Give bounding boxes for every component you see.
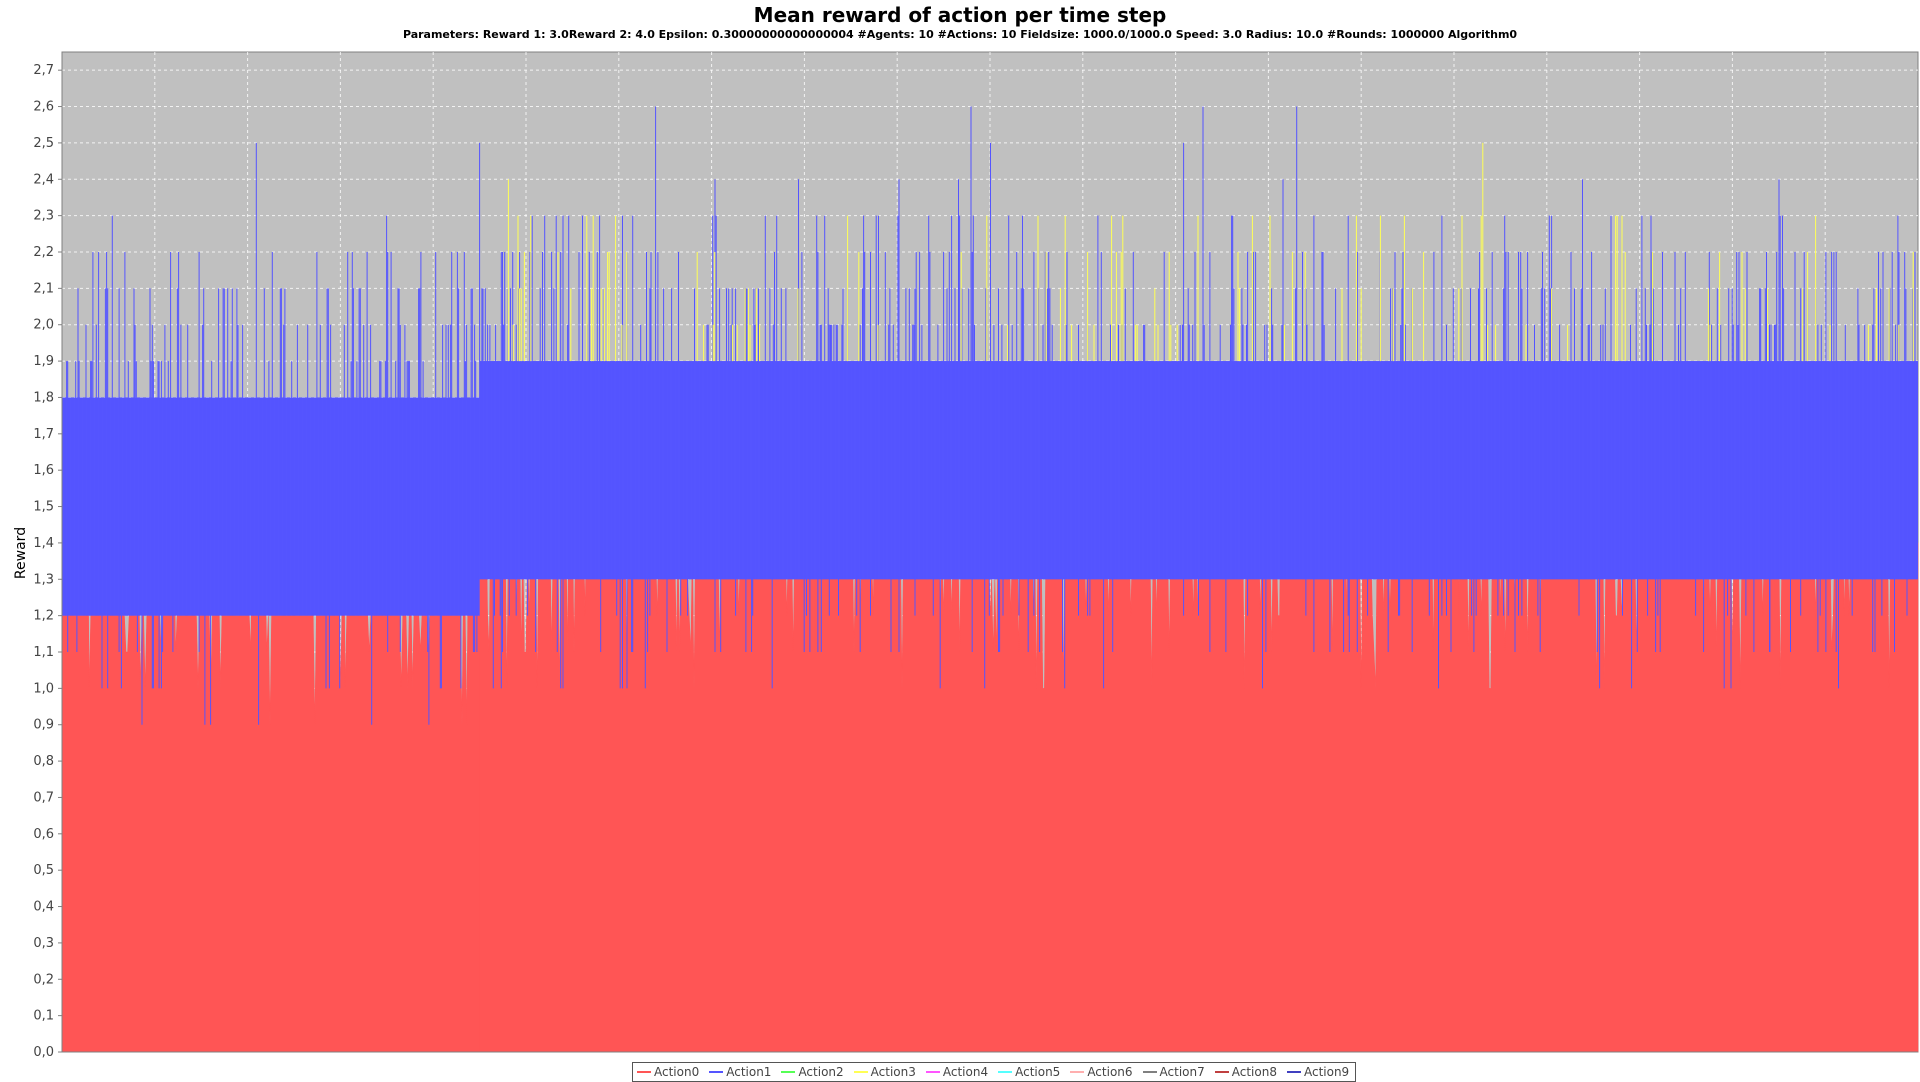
legend-item-action4: Action4 bbox=[925, 1065, 989, 1079]
legend-swatch-action9 bbox=[1286, 1071, 1301, 1073]
legend-label-action1: Action1 bbox=[726, 1065, 772, 1079]
y-tick-label-9: 0,9 bbox=[33, 718, 54, 733]
y-tick-label-1: 0,1 bbox=[33, 1009, 54, 1024]
y-tick-label-10: 1,0 bbox=[33, 681, 54, 696]
y-tick-label-5: 0,5 bbox=[33, 863, 54, 878]
y-tick-label-13: 1,3 bbox=[33, 572, 54, 587]
y-tick-label-27: 2,7 bbox=[33, 63, 54, 78]
series-spikes-action1-1 bbox=[479, 106, 1918, 689]
y-tick-label-4: 0,4 bbox=[33, 900, 54, 915]
y-tick-label-19: 1,9 bbox=[33, 354, 54, 369]
y-tick-label-2: 0,2 bbox=[33, 972, 54, 987]
legend-label-action4: Action4 bbox=[942, 1065, 989, 1079]
y-tick-label-16: 1,6 bbox=[33, 463, 54, 478]
legend-label-action6: Action6 bbox=[1087, 1065, 1133, 1079]
legend-swatch-action4 bbox=[925, 1071, 940, 1073]
series-action0 bbox=[61, 433, 1919, 1053]
legend-swatch-action6 bbox=[1070, 1071, 1085, 1073]
y-tick-label-15: 1,5 bbox=[33, 500, 54, 515]
y-tick-label-6: 0,6 bbox=[33, 827, 54, 842]
legend-label-action2: Action2 bbox=[798, 1065, 844, 1079]
legend-item-action9: Action9 bbox=[1286, 1065, 1350, 1079]
legend-label-action3: Action3 bbox=[870, 1065, 916, 1079]
y-tick-label-3: 0,3 bbox=[33, 936, 54, 951]
chart-title: Mean reward of action per time step bbox=[753, 3, 1167, 27]
chart-subtitle: Parameters: Reward 1: 3.0Reward 2: 4.0 E… bbox=[402, 28, 1518, 41]
y-tick-label-23: 2,3 bbox=[33, 209, 54, 224]
legend-item-action0: Action0 bbox=[637, 1065, 699, 1079]
y-tick-label-8: 0,8 bbox=[33, 754, 54, 769]
y-tick-label-0: 0,0 bbox=[33, 1045, 54, 1060]
legend-item-action8: Action8 bbox=[1214, 1065, 1277, 1079]
series-action3 bbox=[507, 142, 1914, 362]
legend-label-action8: Action8 bbox=[1231, 1065, 1277, 1079]
legend-label-action5: Action5 bbox=[1015, 1065, 1061, 1079]
legend-swatch-action8 bbox=[1214, 1071, 1229, 1073]
legend-swatch-action0 bbox=[637, 1071, 651, 1073]
legend-swatch-action1 bbox=[709, 1071, 724, 1073]
series-spikes-action3-0 bbox=[507, 142, 1914, 362]
y-tick-label-26: 2,6 bbox=[33, 100, 54, 115]
legend-item-action3: Action3 bbox=[853, 1065, 916, 1079]
legend-swatch-action7 bbox=[1142, 1071, 1157, 1073]
legend-item-action1: Action1 bbox=[709, 1065, 771, 1079]
y-tick-label-24: 2,4 bbox=[33, 172, 54, 187]
legend-item-action5: Action5 bbox=[998, 1065, 1060, 1079]
legend-label-action7: Action7 bbox=[1159, 1065, 1205, 1079]
legend-label-action0: Action0 bbox=[654, 1065, 700, 1079]
y-axis-title: Reward bbox=[13, 527, 29, 579]
legend-item-action6: Action6 bbox=[1070, 1065, 1133, 1079]
y-tick-label-20: 2,0 bbox=[33, 318, 54, 333]
y-tick-label-11: 1,1 bbox=[33, 645, 54, 660]
y-tick-label-14: 1,4 bbox=[33, 536, 54, 551]
y-tick-label-25: 2,5 bbox=[33, 136, 54, 151]
legend-label-action9: Action9 bbox=[1303, 1065, 1350, 1079]
y-tick-label-21: 2,1 bbox=[33, 281, 54, 296]
series-action1 bbox=[61, 106, 1919, 725]
legend-item-action2: Action2 bbox=[781, 1065, 844, 1079]
legend-swatch-action5 bbox=[998, 1071, 1013, 1073]
legend-swatch-action3 bbox=[853, 1071, 868, 1073]
y-tick-label-18: 1,8 bbox=[33, 390, 54, 405]
legend-swatch-action2 bbox=[781, 1071, 796, 1073]
legend-item-action7: Action7 bbox=[1142, 1065, 1205, 1079]
y-tick-label-12: 1,2 bbox=[33, 609, 54, 624]
y-tick-label-7: 0,7 bbox=[33, 790, 54, 805]
chart-legend: Action0 Action1 Action2 Action3 Action4 Actio… bbox=[632, 1062, 1357, 1082]
y-tick-label-22: 2,2 bbox=[33, 245, 54, 260]
y-tick-label-17: 1,7 bbox=[33, 427, 54, 442]
